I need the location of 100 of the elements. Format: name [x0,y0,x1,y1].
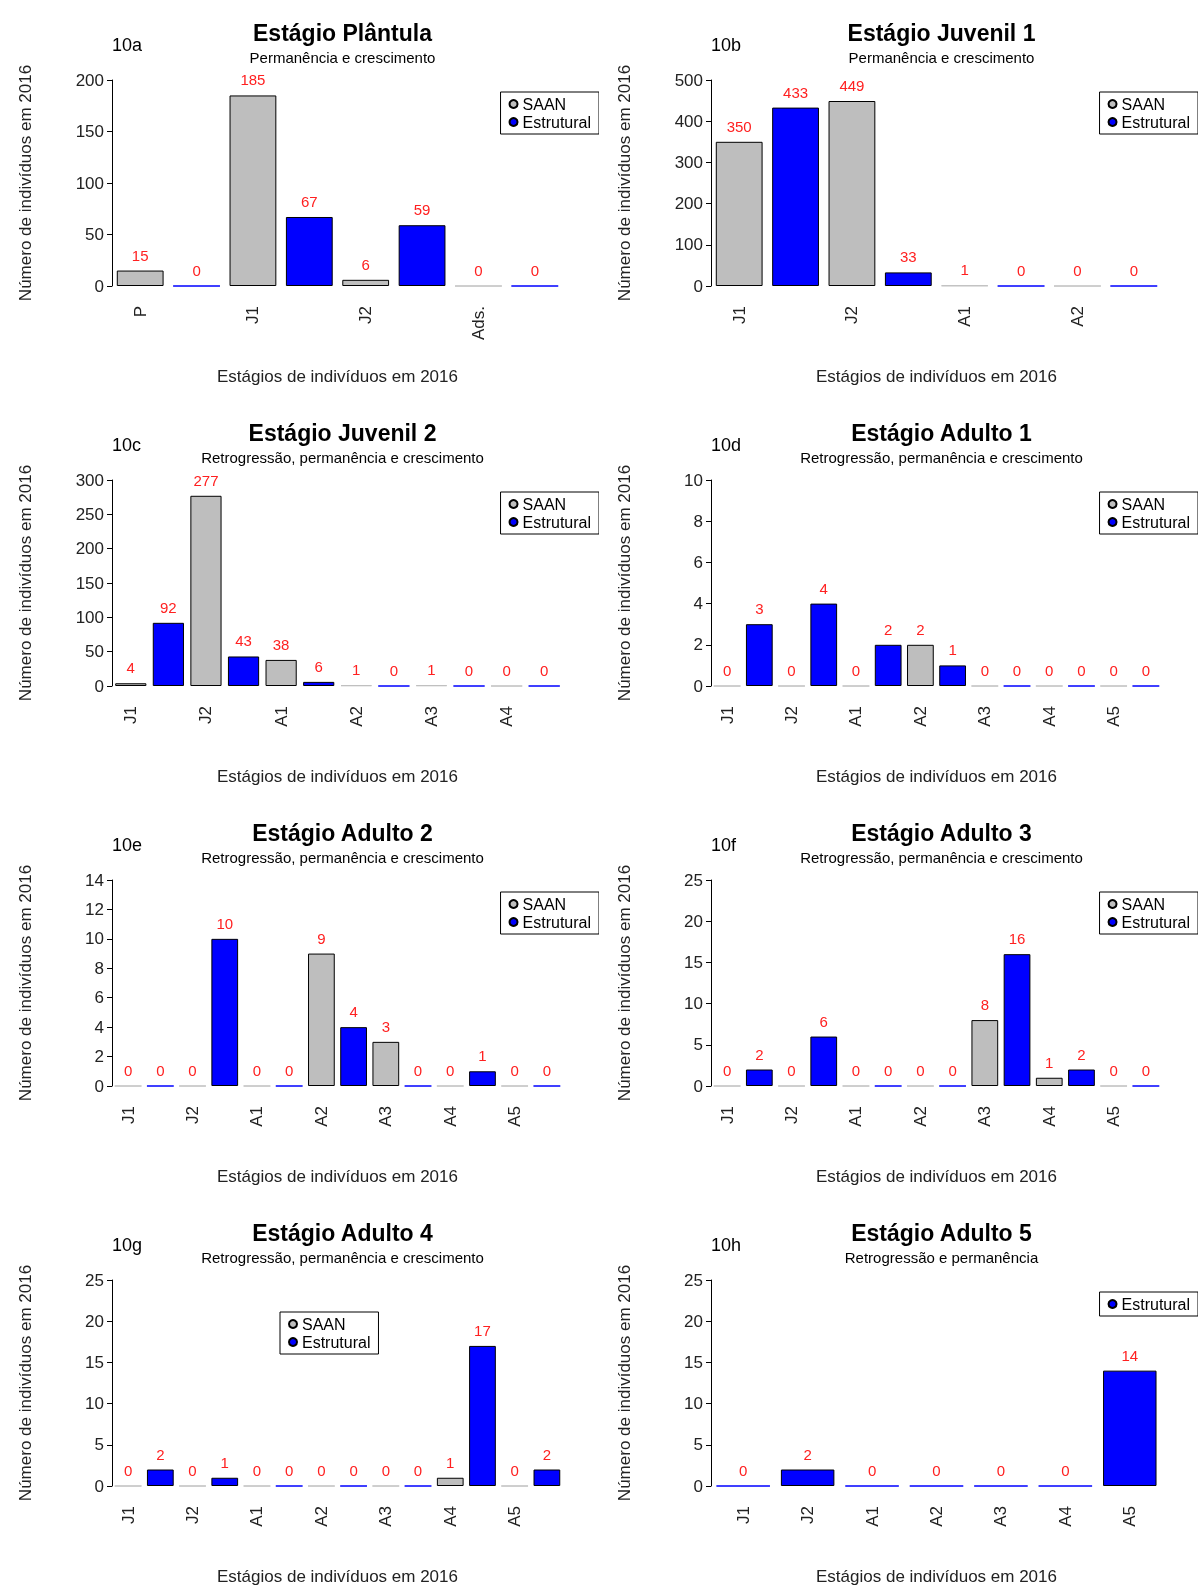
data-label: 0 [413,1461,423,1479]
data-label: 59 [413,201,431,219]
x-tick-label: A3 [376,1106,396,1127]
text: 10c [112,435,142,455]
y-tick-label: 400 [674,111,703,131]
bar [190,495,222,686]
data-label: 0 [1141,1061,1151,1079]
x-tick-label: A1 [247,1506,267,1527]
y-tick-label: 0 [693,276,703,296]
y-tick-label: 0 [693,1476,703,1496]
y-tick-label: 5 [94,1435,104,1455]
y-tick-label: 8 [693,511,703,531]
x-tick-label: J2 [798,1506,818,1524]
chart-title: Estágio Plântula [253,19,433,46]
y-tick-label: 250 [75,504,104,524]
x-tick-label: A3 [975,1106,995,1127]
bar [874,644,902,686]
chart-title: Estágio Adulto 5 [851,1219,1032,1246]
x-tick-label: A5 [1120,1506,1140,1527]
y-tick-label: 2 [94,1047,104,1067]
data-label: 0 [510,1461,519,1479]
bar [810,1036,838,1086]
text: 10h [711,1235,742,1255]
data-label: 33 [899,248,917,266]
legend-label: Estrutural [522,513,591,531]
bar [303,681,335,686]
data-label: 4 [819,579,828,597]
x-tick-label: J1 [733,1506,753,1524]
data-label: 0 [1129,261,1138,279]
legend-label: Estrutural [1121,1295,1190,1313]
y-tick-label: 4 [693,594,703,614]
chart-title: Estágio Adulto 2 [252,819,433,846]
y-tick-label: 300 [674,152,703,172]
x-axis-title: Estágios de indivíduos em 2016 [816,1167,1057,1186]
bar [229,95,277,286]
data-label: 0 [1109,1061,1118,1079]
x-tick-label: A4 [497,706,517,727]
data-label: 0 [932,1461,941,1479]
bar [146,1469,174,1486]
y-tick-label: 20 [85,1311,104,1331]
y-tick-label: 10 [85,929,104,949]
bar [285,216,333,286]
bar [308,953,335,1086]
chart-subtitle: Retrogressão e permanência [844,1249,1039,1266]
bar [533,1469,561,1486]
data-label: 449 [839,77,865,95]
x-tick-label: A1 [846,1106,866,1127]
bar [211,938,239,1086]
x-tick-label: A1 [955,306,975,327]
data-label: 1 [427,661,436,679]
bar [469,1071,496,1086]
bar [116,270,164,286]
chart-subtitle: Retrogressão, permanência e crescimento [201,849,484,866]
y-tick-label: 300 [75,470,104,490]
bar [745,1069,773,1086]
chart-subtitle: Retrogressão, permanência e crescimento [201,1249,484,1266]
y-tick-label: 20 [684,911,703,931]
x-tick-label: A3 [421,706,441,727]
y-axis-title: Número de indivíduos em 2016 [16,864,35,1102]
x-tick-label: A2 [927,1506,946,1527]
bar [971,1020,999,1086]
data-label: 0 [123,1461,133,1479]
data-label: 6 [314,657,323,675]
x-tick-label: A4 [1039,1106,1059,1127]
data-label: 2 [884,620,893,638]
chart-subtitle: Permanência e crescimento [249,49,436,66]
data-label: 185 [240,71,266,89]
data-label: 0 [851,1061,861,1079]
chart-title: Estágio Adulto 4 [252,1219,433,1246]
y-tick-label: 12 [85,899,104,919]
data-label: 0 [787,661,796,679]
bar [342,279,390,286]
data-label: 277 [193,471,219,489]
bar [939,665,966,686]
text: 10b [711,35,742,55]
x-tick-label: J1 [717,706,737,724]
x-tick-label: A3 [975,706,995,727]
x-tick-label: J1 [243,306,263,324]
x-tick-label: J2 [782,706,802,724]
data-label: 2 [916,620,925,638]
bar [884,272,932,286]
x-tick-label: Ads. [468,306,488,341]
y-axis-title: Número de indivíduos em 2016 [615,1264,634,1502]
data-label: 1 [948,641,957,659]
legend-label: Estrutural [522,113,591,131]
bar [436,1477,464,1486]
data-label: 433 [783,83,809,101]
y-tick-label: 0 [94,276,104,296]
data-label: 0 [1073,261,1082,279]
data-label: 0 [1045,661,1054,679]
data-label: 0 [980,661,989,679]
legend-label: Estrutural [1121,913,1190,931]
data-label: 0 [464,661,474,679]
y-tick-label: 200 [674,194,703,214]
bar [1003,954,1031,1086]
data-label: 2 [156,1445,165,1463]
x-axis-title: Estágios de indivíduos em 2016 [217,1567,458,1585]
bar [398,225,446,286]
data-label: 0 [739,1461,748,1479]
y-tick-label: 14 [85,870,104,890]
